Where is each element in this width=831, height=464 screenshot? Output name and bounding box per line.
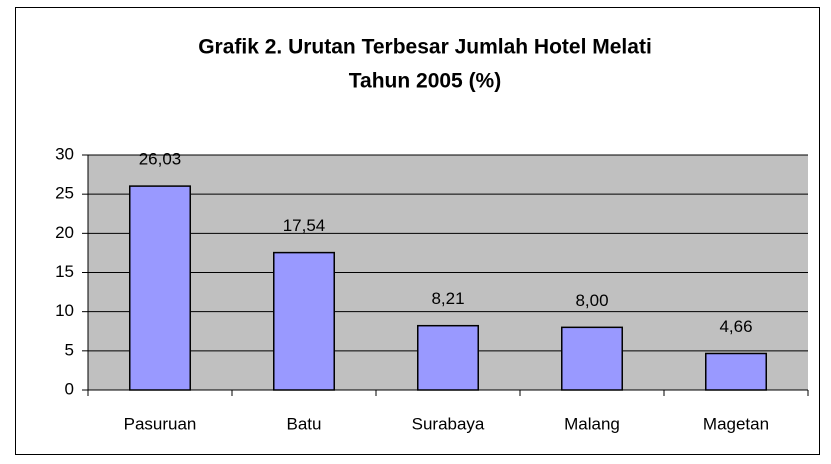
y-tick-label: 20 [55, 223, 74, 242]
data-label: 17,54 [283, 216, 326, 235]
x-tick-label: Malang [564, 414, 620, 433]
y-tick-label: 25 [55, 184, 74, 203]
chart-title: Tahun 2005 (%) [349, 70, 501, 93]
y-tick-label: 15 [55, 262, 74, 281]
chart-title: Grafik 2. Urutan Terbesar Jumlah Hotel M… [198, 36, 652, 59]
data-label: 8,21 [431, 289, 464, 308]
bar [561, 326, 623, 391]
y-tick-label: 10 [55, 301, 74, 320]
bar [705, 352, 767, 391]
y-tick-label: 0 [65, 379, 74, 398]
bar [273, 251, 335, 391]
data-label: 8,00 [575, 291, 608, 310]
y-tick-label: 30 [55, 144, 74, 163]
x-tick-label: Pasuruan [124, 414, 197, 433]
x-tick-label: Magetan [703, 414, 769, 433]
data-label: 26,03 [139, 150, 182, 169]
bar [417, 324, 479, 391]
data-label: 4,66 [719, 317, 752, 336]
y-tick-label: 5 [65, 340, 74, 359]
bar [129, 185, 191, 391]
x-tick-label: Surabaya [412, 414, 485, 433]
x-tick-label: Batu [287, 414, 322, 433]
